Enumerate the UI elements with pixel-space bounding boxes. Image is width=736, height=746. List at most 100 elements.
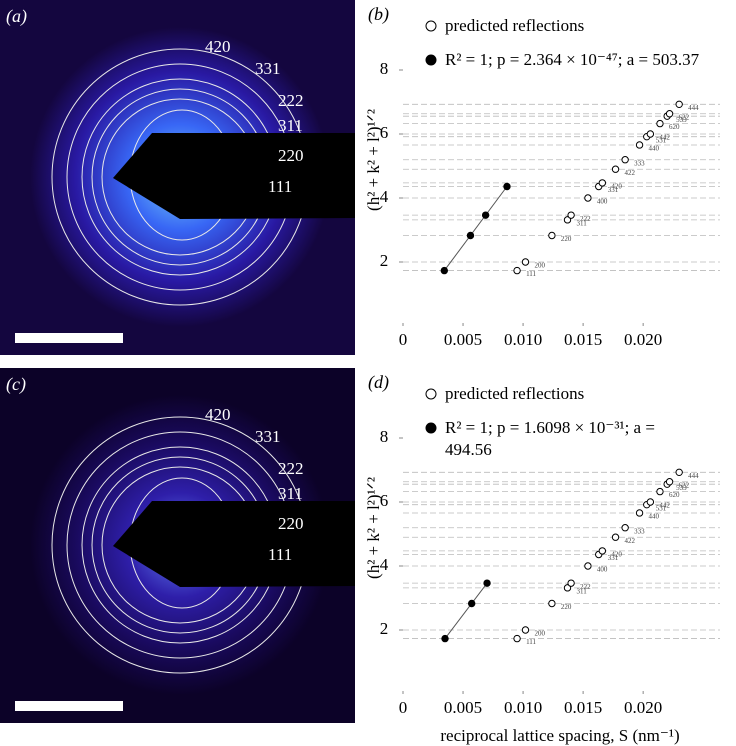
reflection-label: 444	[688, 472, 699, 480]
predicted-point	[635, 509, 644, 517]
reflection-label: 200	[534, 262, 545, 270]
fitted-point	[440, 266, 449, 275]
fitted-point	[467, 599, 476, 608]
predicted-point	[567, 211, 575, 219]
reflection-label: 200	[534, 630, 545, 638]
predicted-point	[656, 487, 664, 496]
diffraction-image: (a) 420 331 222 311 220 111	[0, 0, 355, 355]
reflection-label: 333	[634, 527, 645, 535]
fitted-point	[483, 579, 491, 587]
y-tick-label: 8	[380, 427, 389, 446]
reflection-label: 533	[676, 116, 687, 124]
fitted-point	[441, 634, 449, 643]
beam-stop	[113, 133, 355, 219]
ring-label: 331	[255, 59, 281, 78]
x-axis-label: reciprocal lattice spacing, S (nm⁻¹)	[440, 726, 679, 745]
y-tick-label: 6	[380, 123, 389, 142]
reflection-label: 222	[580, 215, 591, 223]
predicted-point	[675, 468, 683, 477]
y-tick-label: 8	[380, 59, 389, 78]
reflection-label: 442	[659, 134, 670, 142]
predicted-point	[611, 165, 620, 173]
fitted-point	[503, 182, 511, 191]
reflection-label: 622	[679, 481, 690, 489]
ring-label: 111	[268, 545, 292, 564]
reflection-label: 442	[659, 502, 670, 510]
x-tick-label: 0.010	[504, 330, 542, 349]
reflection-label: 111	[526, 638, 536, 646]
x-tick-label: 0.015	[564, 330, 602, 349]
fitted-point	[481, 211, 490, 219]
y-tick-label: 4	[380, 555, 389, 574]
reflection-label: 220	[561, 603, 572, 611]
predicted-point	[656, 119, 664, 128]
x-tick-label: 0.005	[444, 330, 482, 349]
reflection-label: 531	[656, 136, 667, 144]
predicted-point	[567, 579, 575, 587]
beam-stop	[113, 501, 355, 587]
legend-marker	[425, 422, 437, 434]
reflection-label: 333	[634, 159, 645, 167]
fitted-point	[466, 231, 475, 240]
ring-label: 111	[268, 177, 292, 196]
ring-label: 331	[255, 427, 281, 446]
legend-label: R² = 1; p = 2.364 × 10⁻⁴⁷; a = 503.37	[445, 50, 700, 69]
ring-label: 311	[278, 116, 303, 135]
scale-bar	[15, 701, 123, 711]
x-tick-label: 0.005	[444, 698, 482, 717]
ring-label: 220	[278, 146, 304, 165]
ring-label: 220	[278, 514, 304, 533]
legend-label: R² = 1; p = 1.6098 × 10⁻³¹; a = 494.56	[445, 418, 655, 459]
reflection-label: 444	[688, 104, 699, 112]
y-tick-label: 6	[380, 491, 389, 510]
x-tick-label: 0.010	[504, 698, 542, 717]
reflection-label: 440	[649, 145, 660, 153]
predicted-point	[598, 547, 607, 555]
ring-label: 420	[205, 37, 231, 56]
x-tick-label: 0.015	[564, 698, 602, 717]
panel-label: (d)	[368, 372, 389, 393]
reflection-label: 311	[577, 587, 588, 595]
predicted-point	[621, 524, 629, 532]
ring-label: 420	[205, 405, 231, 424]
reflection-label: 422	[625, 537, 636, 545]
predicted-point	[548, 599, 556, 608]
reflection-label: 331	[608, 186, 619, 194]
predicted-point	[675, 100, 683, 109]
reflection-label: 420	[611, 551, 622, 559]
ring-label: 311	[278, 484, 303, 503]
panel-label: (b)	[368, 4, 389, 25]
predicted-point	[621, 156, 629, 164]
reflection-label: 222	[580, 583, 591, 591]
reflection-label: 311	[577, 219, 588, 227]
y-tick-label: 2	[380, 251, 389, 270]
y-axis-label: (h² + k² + l²)¹ᐟ²	[364, 477, 383, 579]
predicted-point	[665, 478, 674, 486]
fit-line	[444, 582, 488, 639]
predicted-point	[521, 626, 530, 634]
legend-marker	[425, 388, 437, 400]
predicted-point	[665, 110, 674, 118]
fit-line	[443, 186, 508, 271]
reflection-label: 531	[656, 504, 667, 512]
reflection-label: 220	[561, 235, 572, 243]
predicted-point	[513, 266, 521, 275]
predicted-point	[635, 141, 644, 149]
reflection-label: 331	[608, 554, 619, 562]
y-tick-label: 2	[380, 619, 389, 638]
ring-label: 222	[278, 91, 304, 110]
predicted-point	[521, 258, 530, 266]
x-tick-label: 0	[399, 330, 408, 349]
reflection-label: 111	[526, 270, 536, 278]
predicted-point	[584, 194, 592, 202]
legend-marker	[425, 54, 437, 66]
x-tick-label: 0.020	[624, 330, 662, 349]
predicted-point	[646, 130, 655, 138]
reflection-label: 400	[597, 566, 608, 574]
reflection-label: 620	[669, 123, 680, 131]
x-tick-label: 0	[399, 698, 408, 717]
legend-label: predicted reflections	[445, 16, 585, 35]
panel-label: (a)	[6, 6, 27, 27]
